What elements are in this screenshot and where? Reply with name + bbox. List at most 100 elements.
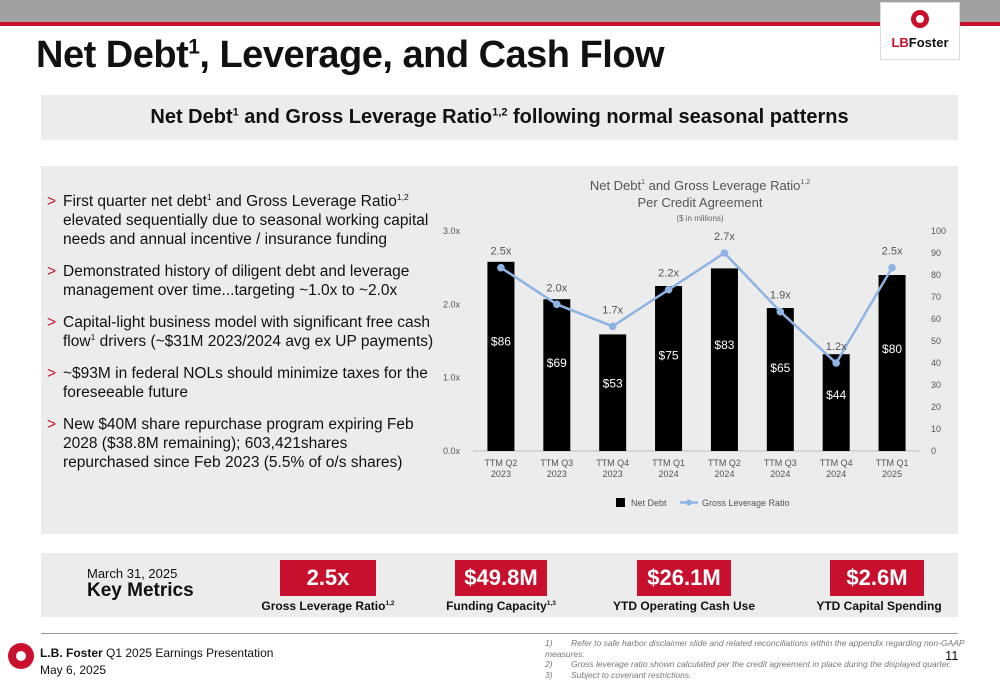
gross-leverage-point: [608, 322, 617, 331]
chart-title: Net Debt1 and Gross Leverage Ratio1,2: [590, 178, 810, 193]
page-number: 11: [945, 648, 959, 663]
y-right-tick-label: 100: [931, 226, 946, 236]
chart-subtitle: ($ in millions): [676, 214, 723, 223]
y-left-tick-label: 0.0x: [443, 446, 461, 456]
kpi-capital-spending-caption: YTD Capital Spending: [816, 599, 942, 613]
net-debt-data-label: $53: [603, 376, 623, 390]
x-tick-label: 2024: [714, 469, 734, 479]
x-tick-label: 2023: [603, 469, 623, 479]
x-tick-label: 2025: [882, 469, 902, 479]
metrics-date: March 31, 2025: [87, 566, 178, 581]
page-title: Net Debt1, Leverage, and Cash Flow: [36, 34, 665, 76]
x-tick-label: TTM Q3: [764, 458, 797, 468]
gross-leverage-point: [497, 263, 505, 272]
bullet-item: ~$93M in federal NOLs should minimize ta…: [47, 364, 437, 402]
footer-logo-icon: [8, 643, 34, 669]
x-tick-label: 2024: [770, 469, 790, 479]
footnotes: 1) Refer to safe harbor disclaimer slide …: [545, 638, 1000, 680]
net-debt-bar: [543, 299, 571, 451]
x-tick-label: 2024: [826, 469, 846, 479]
gross-leverage-data-label: 2.5x: [491, 246, 512, 258]
gross-leverage-data-label: 1.7x: [602, 304, 623, 316]
bullet-item: Capital-light business model with signif…: [47, 313, 437, 351]
bullet-item: First quarter net debt1 and Gross Levera…: [47, 192, 437, 249]
gross-leverage-data-label: 1.2x: [826, 341, 847, 353]
net-debt-data-label: $44: [826, 388, 846, 402]
gross-leverage-point: [888, 263, 896, 272]
bullet-list: First quarter net debt1 and Gross Levera…: [47, 192, 437, 485]
company-logo: LBFoster: [880, 2, 960, 60]
gross-leverage-line: [500, 251, 894, 365]
chart-title-line2: Per Credit Agreement: [637, 195, 762, 210]
net-debt-bar: [766, 308, 794, 451]
gross-leverage-point: [720, 249, 729, 257]
x-tick-label: TTM Q4: [596, 458, 629, 468]
footnote: 1) Refer to safe harbor disclaimer slide …: [545, 638, 965, 659]
kpi-operating-cash-caption: YTD Operating Cash Use: [612, 599, 756, 613]
x-tick-label: 2024: [659, 469, 679, 479]
y-right-tick-label: 10: [931, 424, 941, 434]
footer-presentation: L.B. Foster Q1 2025 Earnings Presentatio…: [40, 646, 274, 660]
y-right-tick-label: 70: [931, 292, 941, 302]
gross-leverage-point: [776, 307, 785, 316]
legend-leverage-marker: [686, 499, 692, 506]
kpi-funding-capacity-caption: Funding Capacity1,3: [446, 599, 556, 613]
net-debt-data-label: $86: [491, 334, 511, 348]
section-banner: Net Debt1 and Gross Leverage Ratio1,2 fo…: [41, 95, 958, 140]
gross-leverage-data-label: 1.9x: [770, 290, 791, 302]
x-tick-label: TTM Q2: [484, 458, 517, 468]
net-debt-data-label: $65: [770, 361, 790, 375]
x-tick-label: TTM Q4: [820, 458, 853, 468]
net-debt-data-label: $80: [882, 342, 902, 356]
x-tick-label: TTM Q1: [876, 458, 909, 468]
gross-leverage-point: [553, 300, 561, 309]
y-right-tick-label: 50: [931, 336, 941, 346]
x-tick-label: TTM Q3: [540, 458, 573, 468]
x-tick-label: 2023: [491, 469, 511, 479]
metrics-label: Key Metrics: [87, 580, 194, 601]
x-tick-label: TTM Q2: [708, 458, 741, 468]
net-debt-bar: [487, 261, 515, 451]
net-debt-data-label: $69: [547, 356, 567, 370]
net-debt-bar: [710, 268, 738, 451]
footer-date: May 6, 2025: [40, 663, 107, 677]
logo-icon: [911, 10, 929, 28]
net-debt-data-label: $75: [659, 348, 679, 362]
net-debt-bar: [655, 286, 683, 451]
y-right-tick-label: 30: [931, 380, 941, 390]
legend-leverage-label: Gross Leverage Ratio: [702, 498, 790, 508]
footnote: 2) Gross leverage ratio shown calculated …: [545, 659, 952, 669]
kpi-capital-spending-value: $2.6M: [830, 560, 924, 596]
x-tick-label: 2023: [547, 469, 567, 479]
kpi-gross-leverage-caption: Gross Leverage Ratio1,2: [261, 599, 395, 613]
y-right-tick-label: 0: [931, 446, 936, 456]
gross-leverage-point: [832, 359, 840, 367]
net-debt-leverage-chart: Net Debt1 and Gross Leverage Ratio1,2 Pe…: [443, 178, 946, 508]
gross-leverage-data-label: 2.5x: [882, 246, 903, 258]
y-left-tick-label: 1.0x: [443, 373, 461, 383]
plot-area: 0.0x 1.0x 2.0x 3.0x 0 10 20 30 40 50 60 70 80 90 100 $8…: [443, 226, 946, 508]
y-right-tick-label: 90: [931, 248, 941, 258]
x-tick-label: TTM Q1: [652, 458, 685, 468]
footer-divider: [41, 633, 958, 634]
y-right-tick-label: 40: [931, 358, 941, 368]
footnote: 3) Subject to covenant restrictions.: [545, 669, 692, 680]
kpi-funding-capacity-value: $49.8M: [455, 560, 547, 596]
bullet-item: Demonstrated history of diligent debt an…: [47, 262, 437, 300]
y-left-tick-label: 3.0x: [443, 226, 461, 236]
kpi-gross-leverage-value: 2.5x: [280, 560, 376, 596]
net-debt-bar: [822, 354, 850, 451]
gross-leverage-data-label: 2.7x: [714, 231, 735, 243]
gross-leverage-point: [664, 285, 673, 294]
legend-net-debt-swatch: [616, 498, 625, 507]
gross-leverage-data-label: 2.0x: [546, 282, 567, 294]
net-debt-bar: [599, 334, 627, 451]
net-debt-bar: [878, 275, 906, 451]
bullet-item: New $40M share repurchase program expiri…: [47, 415, 437, 472]
y-right-tick-label: 80: [931, 270, 941, 280]
net-debt-data-label: $83: [714, 338, 734, 352]
legend-net-debt-label: Net Debt: [631, 498, 667, 508]
gross-leverage-data-label: 2.2x: [658, 268, 679, 280]
y-left-tick-label: 2.0x: [443, 299, 461, 309]
top-accent-stripe: [0, 22, 1000, 26]
